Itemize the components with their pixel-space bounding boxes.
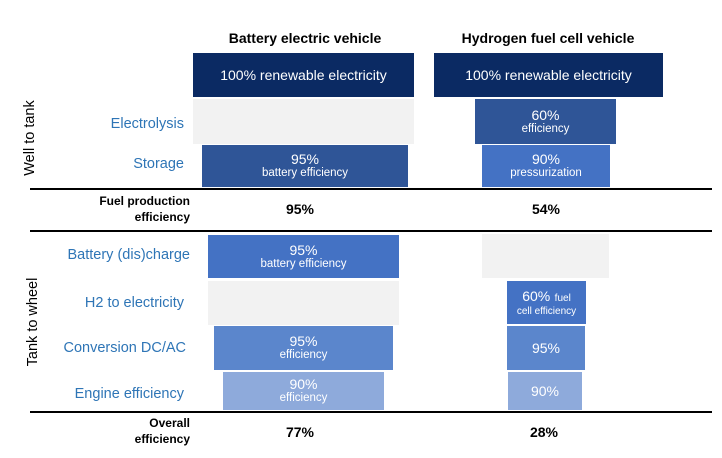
fcev-h2-note-inline: fuel [554, 292, 571, 304]
fcev-column-header: Hydrogen fuel cell vehicle [461, 30, 635, 46]
bev-electrolysis-placeholder [193, 99, 414, 144]
divider-fuel-production [30, 230, 712, 232]
fcev-storage-box: 90% pressurization [482, 145, 610, 187]
summary-label-fuel-production: Fuel production efficiency [40, 193, 190, 225]
bev-battery-discharge-note: battery efficiency [260, 257, 347, 270]
divider-tank-to-wheel [30, 411, 712, 413]
fcev-h2-note: cell efficiency [516, 305, 577, 317]
fcev-h2-value-line: 60% fuel [522, 288, 571, 306]
fcev-storage-value: 90% [531, 151, 561, 168]
fcev-conversion-box: 95% [507, 326, 585, 370]
bev-engine-note: efficiency [279, 392, 328, 405]
bev-h2-placeholder [208, 281, 399, 325]
row-label-storage: Storage [133, 156, 184, 172]
row-label-conversion: Conversion DC/AC [63, 340, 187, 356]
bev-engine-value: 90% [289, 376, 318, 393]
summary-label-fuel-production-line2: efficiency [134, 210, 190, 225]
bev-conversion-note: efficiency [279, 349, 328, 362]
summary-label-overall: Overall efficiency [40, 415, 190, 447]
fcev-fuel-production-value: 54% [531, 201, 561, 217]
fcev-electrolysis-value: 60% [531, 106, 560, 123]
summary-label-overall-line1: Overall [149, 416, 190, 430]
bev-storage-value: 95% [290, 151, 320, 168]
bev-source-box: 100% renewable electricity [193, 53, 414, 97]
bev-fuel-production-value: 95% [285, 201, 315, 217]
tank-to-wheel-label: Tank to wheel [25, 277, 41, 367]
bev-storage-note: battery efficiency [261, 167, 349, 180]
divider-well-to-tank [30, 188, 712, 190]
bev-storage-box: 95% battery efficiency [202, 145, 408, 187]
fcev-engine-value: 90% [530, 382, 560, 399]
bev-battery-discharge-box: 95% battery efficiency [208, 235, 399, 278]
fcev-electrolysis-note: efficiency [521, 122, 570, 135]
row-label-battery-discharge: Battery (dis)charge [67, 247, 191, 263]
fcev-engine-box: 90% [508, 372, 582, 410]
fcev-storage-note: pressurization [510, 167, 582, 180]
summary-label-fuel-production-line1: Fuel production [99, 194, 190, 208]
fcev-electrolysis-box: 60% efficiency [475, 99, 616, 144]
fcev-battery-discharge-placeholder [482, 234, 609, 278]
bev-conversion-value: 95% [289, 333, 318, 350]
bev-battery-discharge-value: 95% [289, 241, 318, 258]
bev-engine-box: 90% efficiency [223, 372, 384, 410]
fcev-h2-value: 60% [522, 287, 551, 304]
row-label-h2-to-electricity: H2 to electricity [84, 295, 184, 311]
row-label-electrolysis: Electrolysis [110, 116, 184, 132]
summary-label-overall-line2: efficiency [134, 432, 190, 447]
bev-column-header: Battery electric vehicle [228, 30, 382, 46]
fcev-overall-value: 28% [529, 424, 559, 440]
fcev-source-box: 100% renewable electricity [434, 53, 663, 97]
bev-source-label: 100% renewable electricity [220, 66, 387, 83]
bev-overall-value: 77% [285, 424, 315, 440]
well-to-tank-label: Well to tank [22, 100, 38, 176]
fcev-source-label: 100% renewable electricity [465, 66, 632, 83]
bev-conversion-box: 95% efficiency [214, 326, 393, 370]
fcev-h2-box: 60% fuel cell efficiency [507, 281, 586, 324]
row-label-engine: Engine efficiency [74, 386, 184, 402]
fcev-conversion-value: 95% [531, 339, 561, 356]
